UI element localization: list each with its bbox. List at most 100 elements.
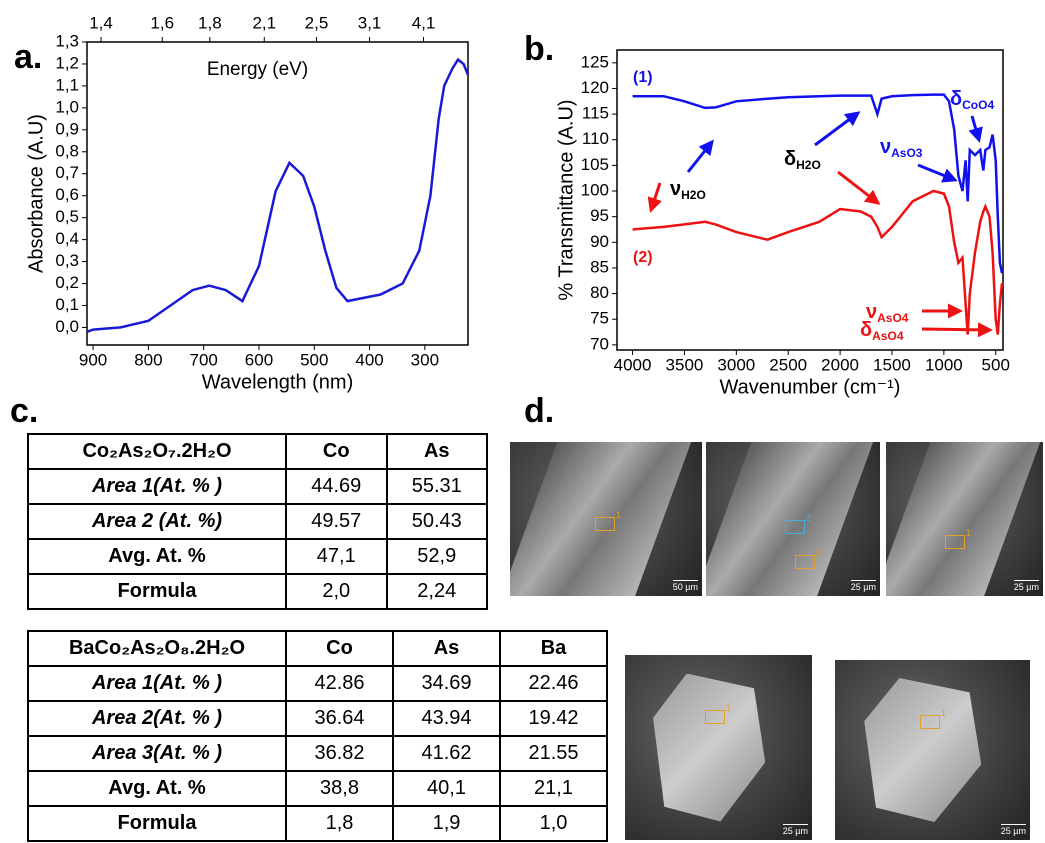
table-cell: Avg. At. %: [28, 539, 286, 574]
y-tick-label: 0,1: [55, 295, 79, 314]
table-cell: 2,24: [387, 574, 488, 609]
table-cell: Area 2 (At. %): [28, 504, 286, 539]
table-cell: 36.64: [286, 701, 393, 736]
y-tick-label: 1,1: [55, 75, 79, 94]
table-row: Area 1(At. % )44.6955.31: [28, 469, 487, 504]
annotation: νAsO4: [866, 301, 909, 325]
y-tick-label: 1,0: [55, 97, 79, 116]
table-row: Avg. At. %38,840,121,1: [28, 771, 607, 806]
y-tick-label: 90: [590, 232, 609, 251]
table-cell: Area 1(At. % ): [28, 469, 286, 504]
table-cell: 36.82: [286, 736, 393, 771]
crystal: [864, 678, 981, 822]
x2-tick-label: 4,1: [412, 13, 436, 32]
y-tick-label: 0,5: [55, 207, 79, 226]
annotation: δH2O: [784, 148, 821, 172]
x-tick-label: 3000: [717, 355, 755, 374]
scale-label: 50 µm: [673, 580, 698, 592]
table-cell: 38,8: [286, 771, 393, 806]
y-tick-label: 0,9: [55, 119, 79, 138]
table-cell: Area 1(At. % ): [28, 666, 286, 701]
table-cell: 34.69: [393, 666, 500, 701]
header-cell: Ba: [500, 631, 607, 666]
table-cell: Formula: [28, 574, 286, 609]
annotation: (2): [633, 249, 653, 266]
header-cell: BaCo₂As₂O₈.2H₂O: [28, 631, 286, 666]
table-cell: 1,9: [393, 806, 500, 841]
x2-tick-label: 2,5: [305, 13, 329, 32]
sem-image: 25 µm1: [886, 442, 1043, 596]
x-tick-label: 500: [300, 350, 328, 369]
y-tick-label: 0,3: [55, 251, 79, 270]
table: Co₂As₂O₇.2H₂OCoAsArea 1(At. % )44.6955.3…: [27, 433, 488, 610]
marker-label: 2: [806, 513, 811, 523]
x-tick-label: 800: [134, 350, 162, 369]
table-cell: 2,0: [286, 574, 387, 609]
table-cell: 41.62: [393, 736, 500, 771]
y-tick-label: 0,2: [55, 273, 79, 292]
y-tick-label: 0,8: [55, 141, 79, 160]
table-cell: 52,9: [387, 539, 488, 574]
table-cell: 40,1: [393, 771, 500, 806]
y-tick-label: 100: [581, 181, 609, 200]
crystal: [886, 442, 1043, 596]
marker-label: 1: [726, 703, 731, 713]
table-cell: 47,1: [286, 539, 387, 574]
x-tick-label: 600: [245, 350, 273, 369]
header-cell: Co: [286, 631, 393, 666]
page: a. b. c. d. 0,00,10,20,30,40,50,60,70,80…: [0, 0, 1045, 843]
crystal: [706, 442, 879, 596]
y-tick-label: 70: [590, 334, 609, 353]
data-line: [87, 60, 468, 332]
y-tick-label: 125: [581, 52, 609, 71]
annotation: νAsO3: [880, 136, 923, 160]
marker-label: 1: [816, 548, 821, 558]
scale-label: 25 µm: [851, 580, 876, 592]
sem-image: 25 µm 1: [835, 660, 1030, 840]
y-tick-label: 75: [590, 309, 609, 328]
annotation-sub: AsO3: [891, 146, 923, 160]
sem-image: 25 µm 2 1: [706, 442, 880, 596]
table-cell: 49.57: [286, 504, 387, 539]
annotation-sub: AsO4: [877, 311, 909, 325]
table: BaCo₂As₂O₈.2H₂OCoAsBaArea 1(At. % )42.86…: [27, 630, 608, 842]
header-cell: Co₂As₂O₇.2H₂O: [28, 434, 286, 469]
y-tick-label: 0,6: [55, 185, 79, 204]
y-tick-label: 80: [590, 283, 609, 302]
table-cell: 19.42: [500, 701, 607, 736]
area-marker: 2: [785, 520, 805, 534]
header-cell: As: [393, 631, 500, 666]
scale-label: 25 µm: [1001, 824, 1026, 836]
plot-frame: [87, 42, 468, 345]
data-line: [633, 191, 1002, 335]
area-marker: 1: [595, 517, 615, 531]
table-cell: Area 3(At. % ): [28, 736, 286, 771]
annotation-symbol: ν: [880, 136, 891, 158]
x-tick-label: 1000: [925, 355, 963, 374]
charts: 0,00,10,20,30,40,50,60,70,80,91,01,11,21…: [0, 0, 1045, 425]
table-cell: Area 2(At. % ): [28, 701, 286, 736]
header-cell: As: [387, 434, 488, 469]
data-line: [633, 95, 1002, 274]
marker-label: 1: [616, 510, 621, 520]
table-cell: Formula: [28, 806, 286, 841]
area-marker: 1: [920, 715, 940, 729]
y-axis-label: % Transmittance (A.U): [555, 99, 577, 300]
table-cell: 1,8: [286, 806, 393, 841]
annotation: (1): [633, 69, 653, 86]
annotation: νH2O: [670, 178, 706, 202]
x-tick-label: 700: [189, 350, 217, 369]
y-axis-label: Absorbance (A.U): [25, 114, 47, 273]
y-tick-label: 105: [581, 155, 609, 174]
annotation-sub: AsO4: [872, 329, 904, 343]
x-tick-label: 2500: [769, 355, 807, 374]
annotation: δCoO4: [950, 88, 994, 112]
x-axis-label: Wavenumber (cm⁻¹): [720, 376, 901, 398]
table-cell: 22.46: [500, 666, 607, 701]
